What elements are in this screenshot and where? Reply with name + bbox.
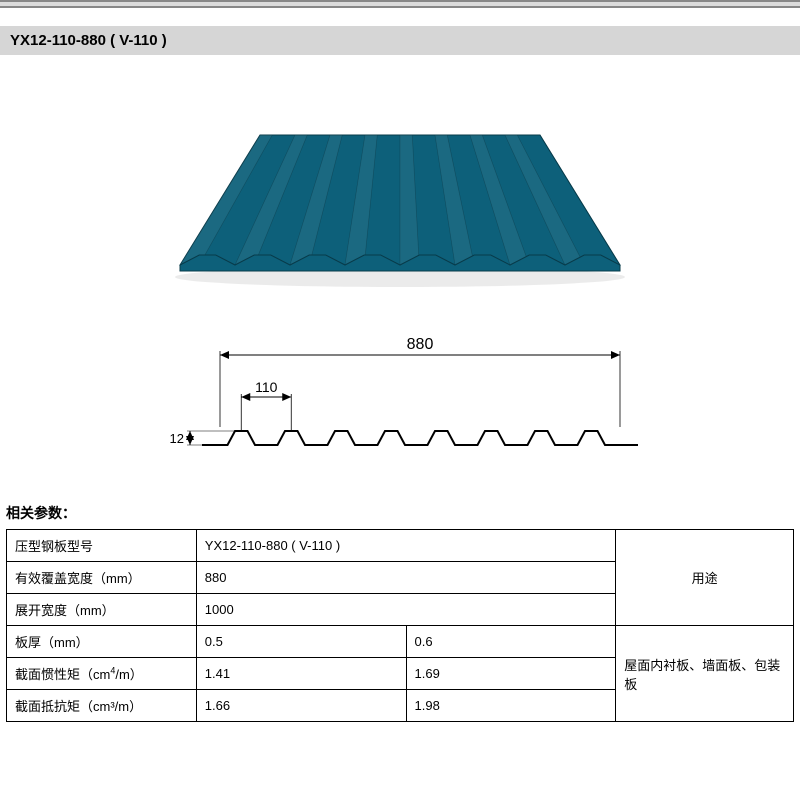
profile-svg: 880 110 12 — [140, 325, 660, 485]
cell-value: 0.5 — [196, 626, 406, 658]
table-row: 板厚（mm） 0.5 0.6 屋面内衬板、墙面板、包装板 — [7, 626, 794, 658]
table-row: 压型钢板型号 YX12-110-880 ( V-110 ) 用途 — [7, 530, 794, 562]
product-title-bar: YX12-110-880 ( V-110 ) — [0, 26, 800, 55]
cell-label: 板厚（mm） — [7, 626, 197, 658]
cell-value: 0.6 — [406, 626, 616, 658]
spec-table: 压型钢板型号 YX12-110-880 ( V-110 ) 用途 有效覆盖宽度（… — [6, 529, 794, 722]
product-title: YX12-110-880 ( V-110 ) — [10, 32, 167, 49]
use-header-cell: 用途 — [616, 530, 794, 626]
cell-value: 1.41 — [196, 658, 406, 690]
svg-text:110: 110 — [255, 379, 278, 395]
cell-value: 1000 — [196, 594, 615, 626]
cell-label: 压型钢板型号 — [7, 530, 197, 562]
cell-value: 1.66 — [196, 690, 406, 722]
cell-value: YX12-110-880 ( V-110 ) — [196, 530, 615, 562]
cell-value: 1.98 — [406, 690, 616, 722]
cell-value: 1.69 — [406, 658, 616, 690]
cell-label: 展开宽度（mm） — [7, 594, 197, 626]
svg-text:880: 880 — [407, 336, 434, 353]
top-divider — [0, 0, 800, 8]
panel-3d-svg — [150, 105, 650, 305]
profile-diagram: 880 110 12 — [0, 315, 800, 495]
cell-label: 有效覆盖宽度（mm） — [7, 562, 197, 594]
panel-3d-illustration — [0, 95, 800, 315]
svg-text:12: 12 — [170, 431, 184, 446]
use-body-cell: 屋面内衬板、墙面板、包装板 — [616, 626, 794, 722]
cell-label: 截面抵抗矩（cm³/m） — [7, 690, 197, 722]
cell-label: 截面惯性矩（cm4/m） — [7, 658, 197, 690]
parameters-label: 相关参数： — [0, 495, 800, 529]
cell-value: 880 — [196, 562, 615, 594]
